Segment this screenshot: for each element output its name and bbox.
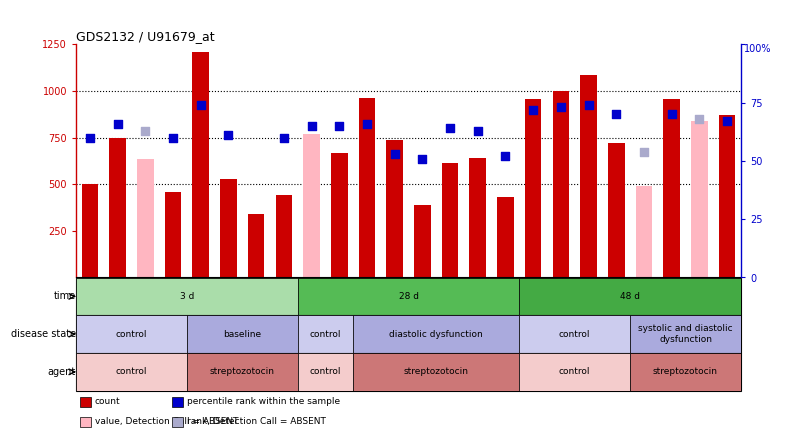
Bar — [553, 91, 570, 278]
Bar — [663, 99, 680, 278]
Text: control: control — [116, 367, 147, 377]
Point — [721, 118, 734, 125]
Bar — [525, 99, 541, 278]
Bar — [298, 353, 353, 391]
Bar — [248, 214, 264, 278]
Text: count: count — [95, 397, 120, 406]
Point — [167, 134, 179, 141]
Point — [139, 127, 151, 134]
Point — [527, 106, 540, 113]
Bar — [718, 115, 735, 278]
Text: agent: agent — [48, 367, 76, 377]
Point — [610, 111, 622, 118]
Text: rank, Detection Call = ABSENT: rank, Detection Call = ABSENT — [187, 417, 325, 426]
Point — [360, 120, 373, 127]
Bar — [276, 195, 292, 278]
Point — [305, 123, 318, 130]
Point — [582, 102, 595, 109]
Bar — [187, 353, 298, 391]
Bar — [192, 52, 209, 278]
Bar — [580, 75, 597, 278]
Bar — [414, 205, 431, 278]
Point — [499, 153, 512, 160]
Bar — [82, 184, 99, 278]
Bar — [76, 278, 298, 315]
Bar — [165, 192, 181, 278]
Bar — [359, 99, 375, 278]
Text: time: time — [54, 291, 76, 301]
Bar — [630, 353, 741, 391]
Bar — [109, 138, 126, 278]
Bar — [519, 315, 630, 353]
Point — [416, 155, 429, 162]
Bar — [76, 315, 187, 353]
Point — [388, 151, 401, 158]
Bar — [519, 353, 630, 391]
Text: baseline: baseline — [223, 329, 261, 339]
Bar — [220, 178, 237, 278]
Point — [444, 125, 457, 132]
Bar — [304, 134, 320, 278]
Bar — [691, 121, 708, 278]
Text: control: control — [116, 329, 147, 339]
Bar — [469, 158, 486, 278]
Point — [333, 123, 346, 130]
Bar — [331, 153, 348, 278]
Bar — [386, 139, 403, 278]
Bar — [298, 315, 353, 353]
Text: diastolic dysfunction: diastolic dysfunction — [389, 329, 483, 339]
Bar — [442, 163, 458, 278]
Text: control: control — [559, 367, 590, 377]
Point — [666, 111, 678, 118]
Text: disease state: disease state — [11, 329, 76, 339]
Text: control: control — [559, 329, 590, 339]
Bar — [608, 143, 625, 278]
Bar — [353, 353, 519, 391]
Point — [195, 102, 207, 109]
Bar — [298, 278, 519, 315]
Text: 100%: 100% — [744, 44, 771, 55]
Bar — [353, 315, 519, 353]
Point — [277, 134, 290, 141]
Text: GDS2132 / U91679_at: GDS2132 / U91679_at — [76, 30, 215, 43]
Text: percentile rank within the sample: percentile rank within the sample — [187, 397, 340, 406]
Bar — [187, 315, 298, 353]
Text: streptozotocin: streptozotocin — [653, 367, 718, 377]
Point — [554, 104, 567, 111]
Bar — [497, 197, 513, 278]
Point — [638, 148, 650, 155]
Point — [222, 132, 235, 139]
Text: 3 d: 3 d — [179, 292, 194, 301]
Text: 28 d: 28 d — [399, 292, 418, 301]
Point — [83, 134, 96, 141]
Bar — [137, 159, 154, 278]
Text: systolic and diastolic
dysfunction: systolic and diastolic dysfunction — [638, 325, 733, 344]
Text: 48 d: 48 d — [620, 292, 640, 301]
Text: streptozotocin: streptozotocin — [210, 367, 275, 377]
Point — [471, 127, 484, 134]
Bar — [519, 278, 741, 315]
Text: streptozotocin: streptozotocin — [404, 367, 469, 377]
Text: control: control — [310, 329, 341, 339]
Bar — [76, 353, 187, 391]
Point — [111, 120, 124, 127]
Bar — [630, 315, 741, 353]
Bar — [636, 186, 652, 278]
Text: value, Detection Call = ABSENT: value, Detection Call = ABSENT — [95, 417, 238, 426]
Text: control: control — [310, 367, 341, 377]
Point — [693, 115, 706, 123]
